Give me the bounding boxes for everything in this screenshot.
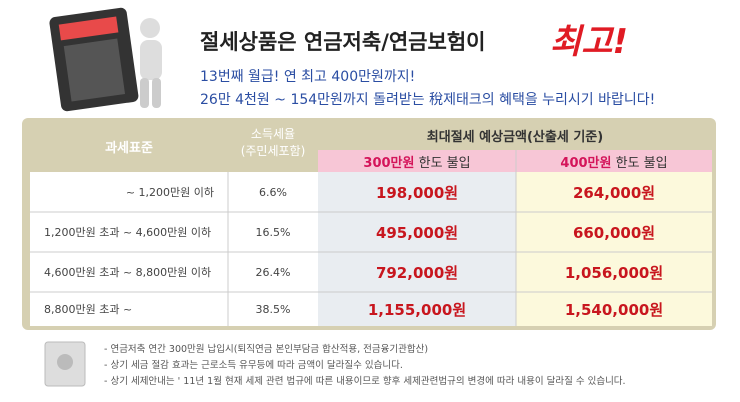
- title-emphasis: 최고!: [550, 22, 629, 62]
- table-cell: 26.4%: [255, 265, 291, 279]
- notes: - 연금저축 연간 300만원 납입시(퇴직연금 본인부담금 합산적용, 전금융…: [104, 342, 626, 390]
- table-cell: 16.5%: [255, 225, 291, 239]
- subtitle: 26만 4천원 ~ 154만원까지 돌려받는 稅제태크의 혜택을 누리시기 바랍…: [200, 92, 656, 108]
- calculator-icon: [49, 7, 162, 112]
- safe-icon: [44, 341, 86, 387]
- table-cell: 8,800만원 초과 ~: [44, 303, 133, 316]
- limit-label: 한도 불입: [615, 155, 668, 171]
- table-cell: 264,000원: [572, 183, 656, 202]
- table-cell: 1,540,000원: [564, 300, 664, 319]
- note: - 상기 세금 절감 효과는 근로소득 유무등에 따라 금액이 달라질수 있습니…: [104, 360, 403, 371]
- header-cell: 최대절세 예상금액(산출세 기준): [426, 129, 604, 145]
- table-cell: ~ 1,200만원 이하: [125, 186, 214, 199]
- note: - 연금저축 연간 300만원 납입시(퇴직연금 본인부담금 합산적용, 전금융…: [104, 344, 429, 355]
- table-cell: 1,056,000원: [564, 263, 664, 282]
- table-cell: 660,000원: [572, 223, 656, 242]
- header-cell: 400만원 한도 불입: [516, 150, 712, 172]
- note: - 상기 세제안내는 ' 11년 1월 현재 세제 관련 법규에 따른 내용이므…: [104, 376, 626, 387]
- table-cell: 495,000원: [375, 223, 459, 242]
- table-cell: 6.6%: [259, 185, 287, 199]
- limit-amount: 400만원: [560, 155, 612, 171]
- table-cell: 198,000원: [375, 183, 459, 202]
- table-cell: 1,200만원 초과 ~ 4,600만원 이하: [44, 226, 212, 239]
- header-cell: 과세표준: [105, 140, 153, 156]
- limit-label: 한도 불입: [418, 155, 471, 171]
- header-cell: 300만원 한도 불입: [318, 150, 516, 172]
- limit-amount: 300만원: [363, 155, 415, 171]
- subtitle: 13번째 월급! 연 최고 400만원까지!: [200, 69, 416, 85]
- header-text: 소득세율: [250, 127, 296, 141]
- header-cell: 소득세율 (주민세포함): [228, 126, 318, 160]
- header-text: (주민세포함): [240, 144, 306, 158]
- title: 절세상품은 연금저축/연금보험이: [200, 30, 486, 54]
- table-cell: 4,600만원 초과 ~ 8,800만원 이하: [44, 266, 212, 279]
- table-cell: 38.5%: [255, 302, 291, 316]
- table-cell: 792,000원: [375, 263, 459, 282]
- table-cell: 1,155,000원: [367, 300, 467, 319]
